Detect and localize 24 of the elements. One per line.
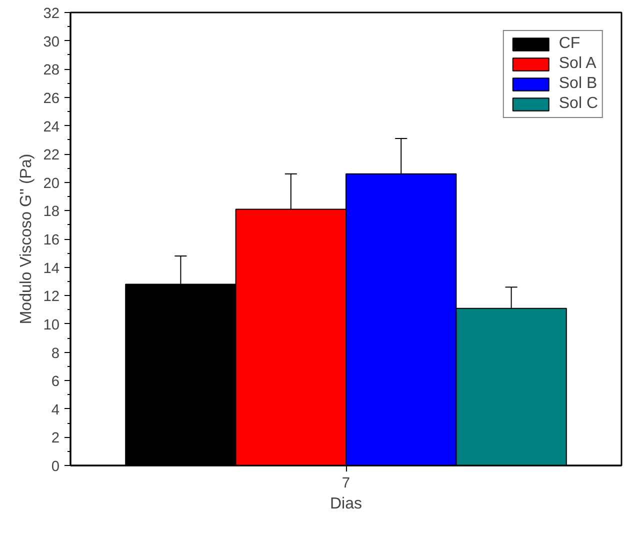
y-tick-label: 30 bbox=[43, 34, 60, 50]
y-tick-label: 18 bbox=[43, 204, 60, 220]
y-tick-label: 12 bbox=[43, 289, 60, 306]
y-tick-label: 24 bbox=[43, 119, 60, 136]
y-tick-label: 2 bbox=[51, 430, 60, 447]
y-tick-label: 0 bbox=[51, 459, 60, 475]
legend-label: Sol A bbox=[558, 55, 596, 73]
x-axis-title: Dias bbox=[330, 496, 362, 512]
y-tick-label: 4 bbox=[51, 402, 60, 418]
y-tick-label: 16 bbox=[43, 232, 60, 248]
y-tick-label: 14 bbox=[43, 260, 60, 277]
x-tick-label: 7 bbox=[342, 476, 350, 492]
y-tick-label: 28 bbox=[43, 62, 60, 79]
y-tick-label: 22 bbox=[43, 148, 60, 164]
legend-label: Sol B bbox=[558, 75, 598, 93]
legend-label: CF bbox=[558, 35, 580, 53]
y-tick-label: 6 bbox=[51, 374, 60, 390]
y-tick-label: 20 bbox=[43, 176, 60, 192]
y-tick-label: 32 bbox=[43, 6, 60, 22]
legend-label: Sol C bbox=[558, 95, 598, 113]
y-tick-label: 26 bbox=[43, 90, 60, 107]
y-axis-title: Modulo Viscoso G'' (Pa) bbox=[18, 154, 36, 324]
y-tick-label: 8 bbox=[51, 346, 60, 362]
y-tick-label: 10 bbox=[43, 317, 60, 334]
